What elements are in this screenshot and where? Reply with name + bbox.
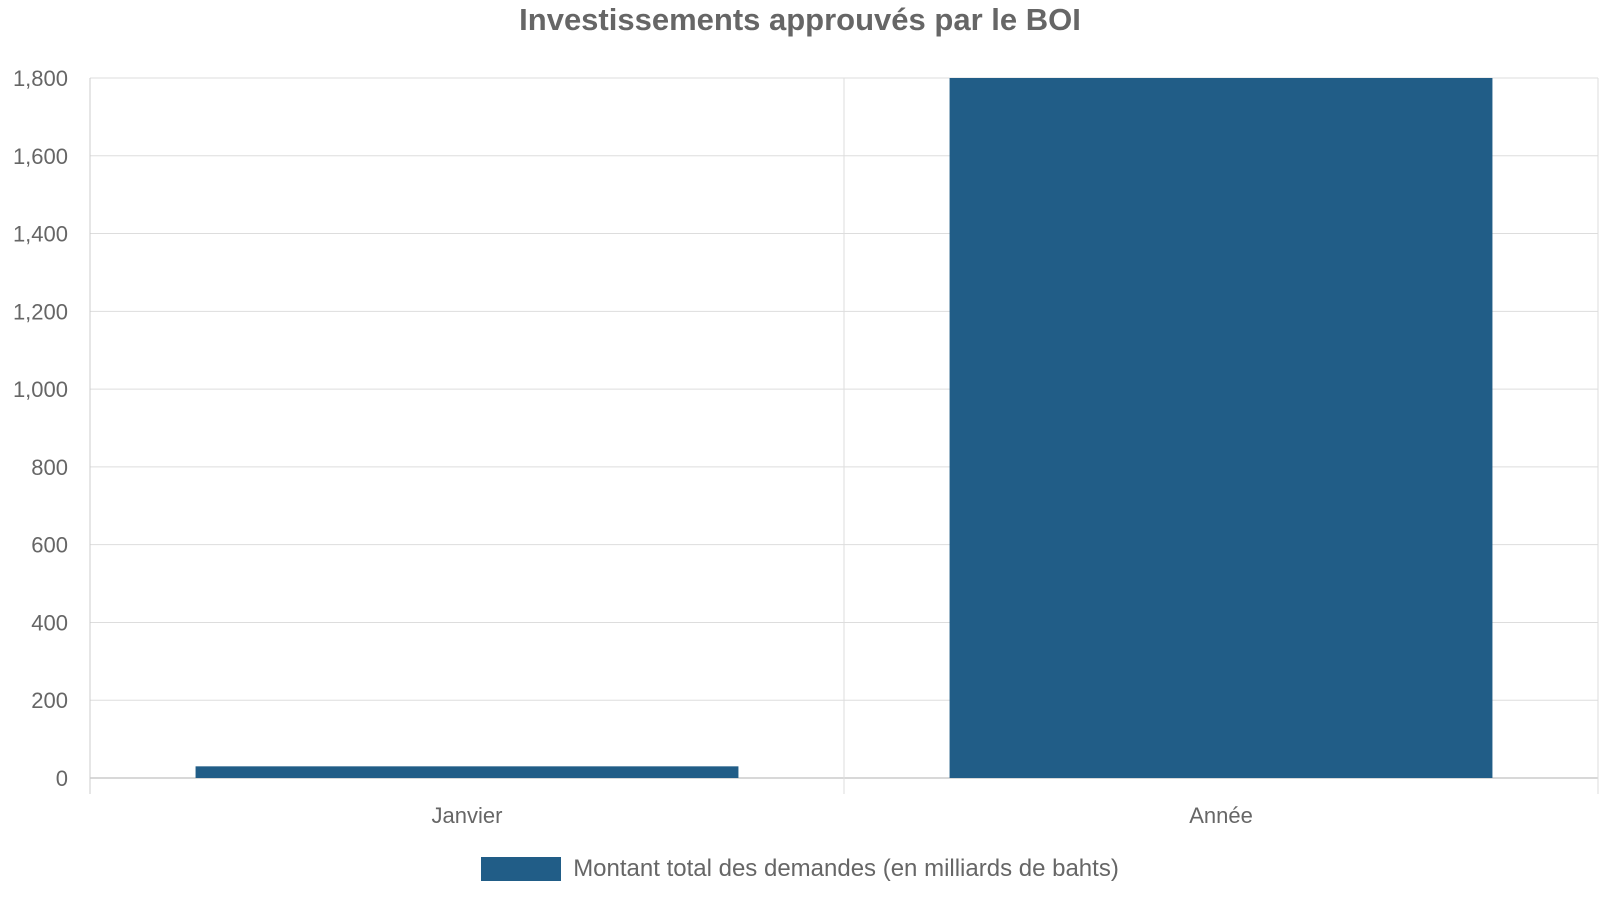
bar: [949, 78, 1493, 778]
x-tick-label: Année: [1189, 803, 1253, 828]
y-tick-label: 200: [31, 688, 68, 713]
y-tick-label: 1,200: [13, 299, 68, 324]
legend-label: Montant total des demandes (en milliards…: [573, 855, 1119, 882]
legend-swatch: [481, 857, 562, 881]
legend: Montant total des demandes (en milliards…: [0, 855, 1600, 883]
y-tick-label: 0: [56, 766, 68, 791]
y-tick-label: 1,800: [13, 66, 68, 91]
y-tick-label: 800: [31, 455, 68, 480]
chart-title: Investissements approuvés par le BOI: [519, 2, 1081, 37]
y-tick-label: 600: [31, 533, 68, 558]
x-tick-label: Janvier: [432, 803, 503, 828]
y-tick-label: 1,400: [13, 222, 68, 247]
y-tick-label: 1,600: [13, 144, 68, 169]
bar: [195, 766, 739, 778]
y-tick-label: 1,000: [13, 377, 68, 402]
y-tick-label: 400: [31, 610, 68, 635]
